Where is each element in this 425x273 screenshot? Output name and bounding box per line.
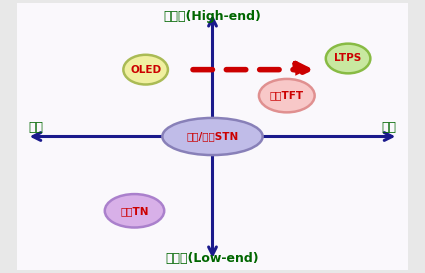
Ellipse shape — [259, 79, 314, 112]
Text: 單色/彩色STN: 單色/彩色STN — [187, 132, 238, 141]
Text: 彩色TFT: 彩色TFT — [270, 91, 304, 101]
Ellipse shape — [326, 44, 370, 73]
FancyBboxPatch shape — [16, 1, 409, 272]
Text: 低畫質(Low-end): 低畫質(Low-end) — [166, 252, 259, 265]
Text: 彩色: 彩色 — [381, 121, 397, 134]
Ellipse shape — [162, 118, 263, 155]
Text: 高畫質(High-end): 高畫質(High-end) — [164, 10, 261, 23]
Text: 單色TN: 單色TN — [120, 206, 149, 216]
Text: OLED: OLED — [130, 65, 161, 75]
Ellipse shape — [105, 194, 164, 227]
Ellipse shape — [123, 55, 168, 85]
Text: 單色: 單色 — [28, 121, 44, 134]
Text: LTPS: LTPS — [334, 54, 362, 64]
